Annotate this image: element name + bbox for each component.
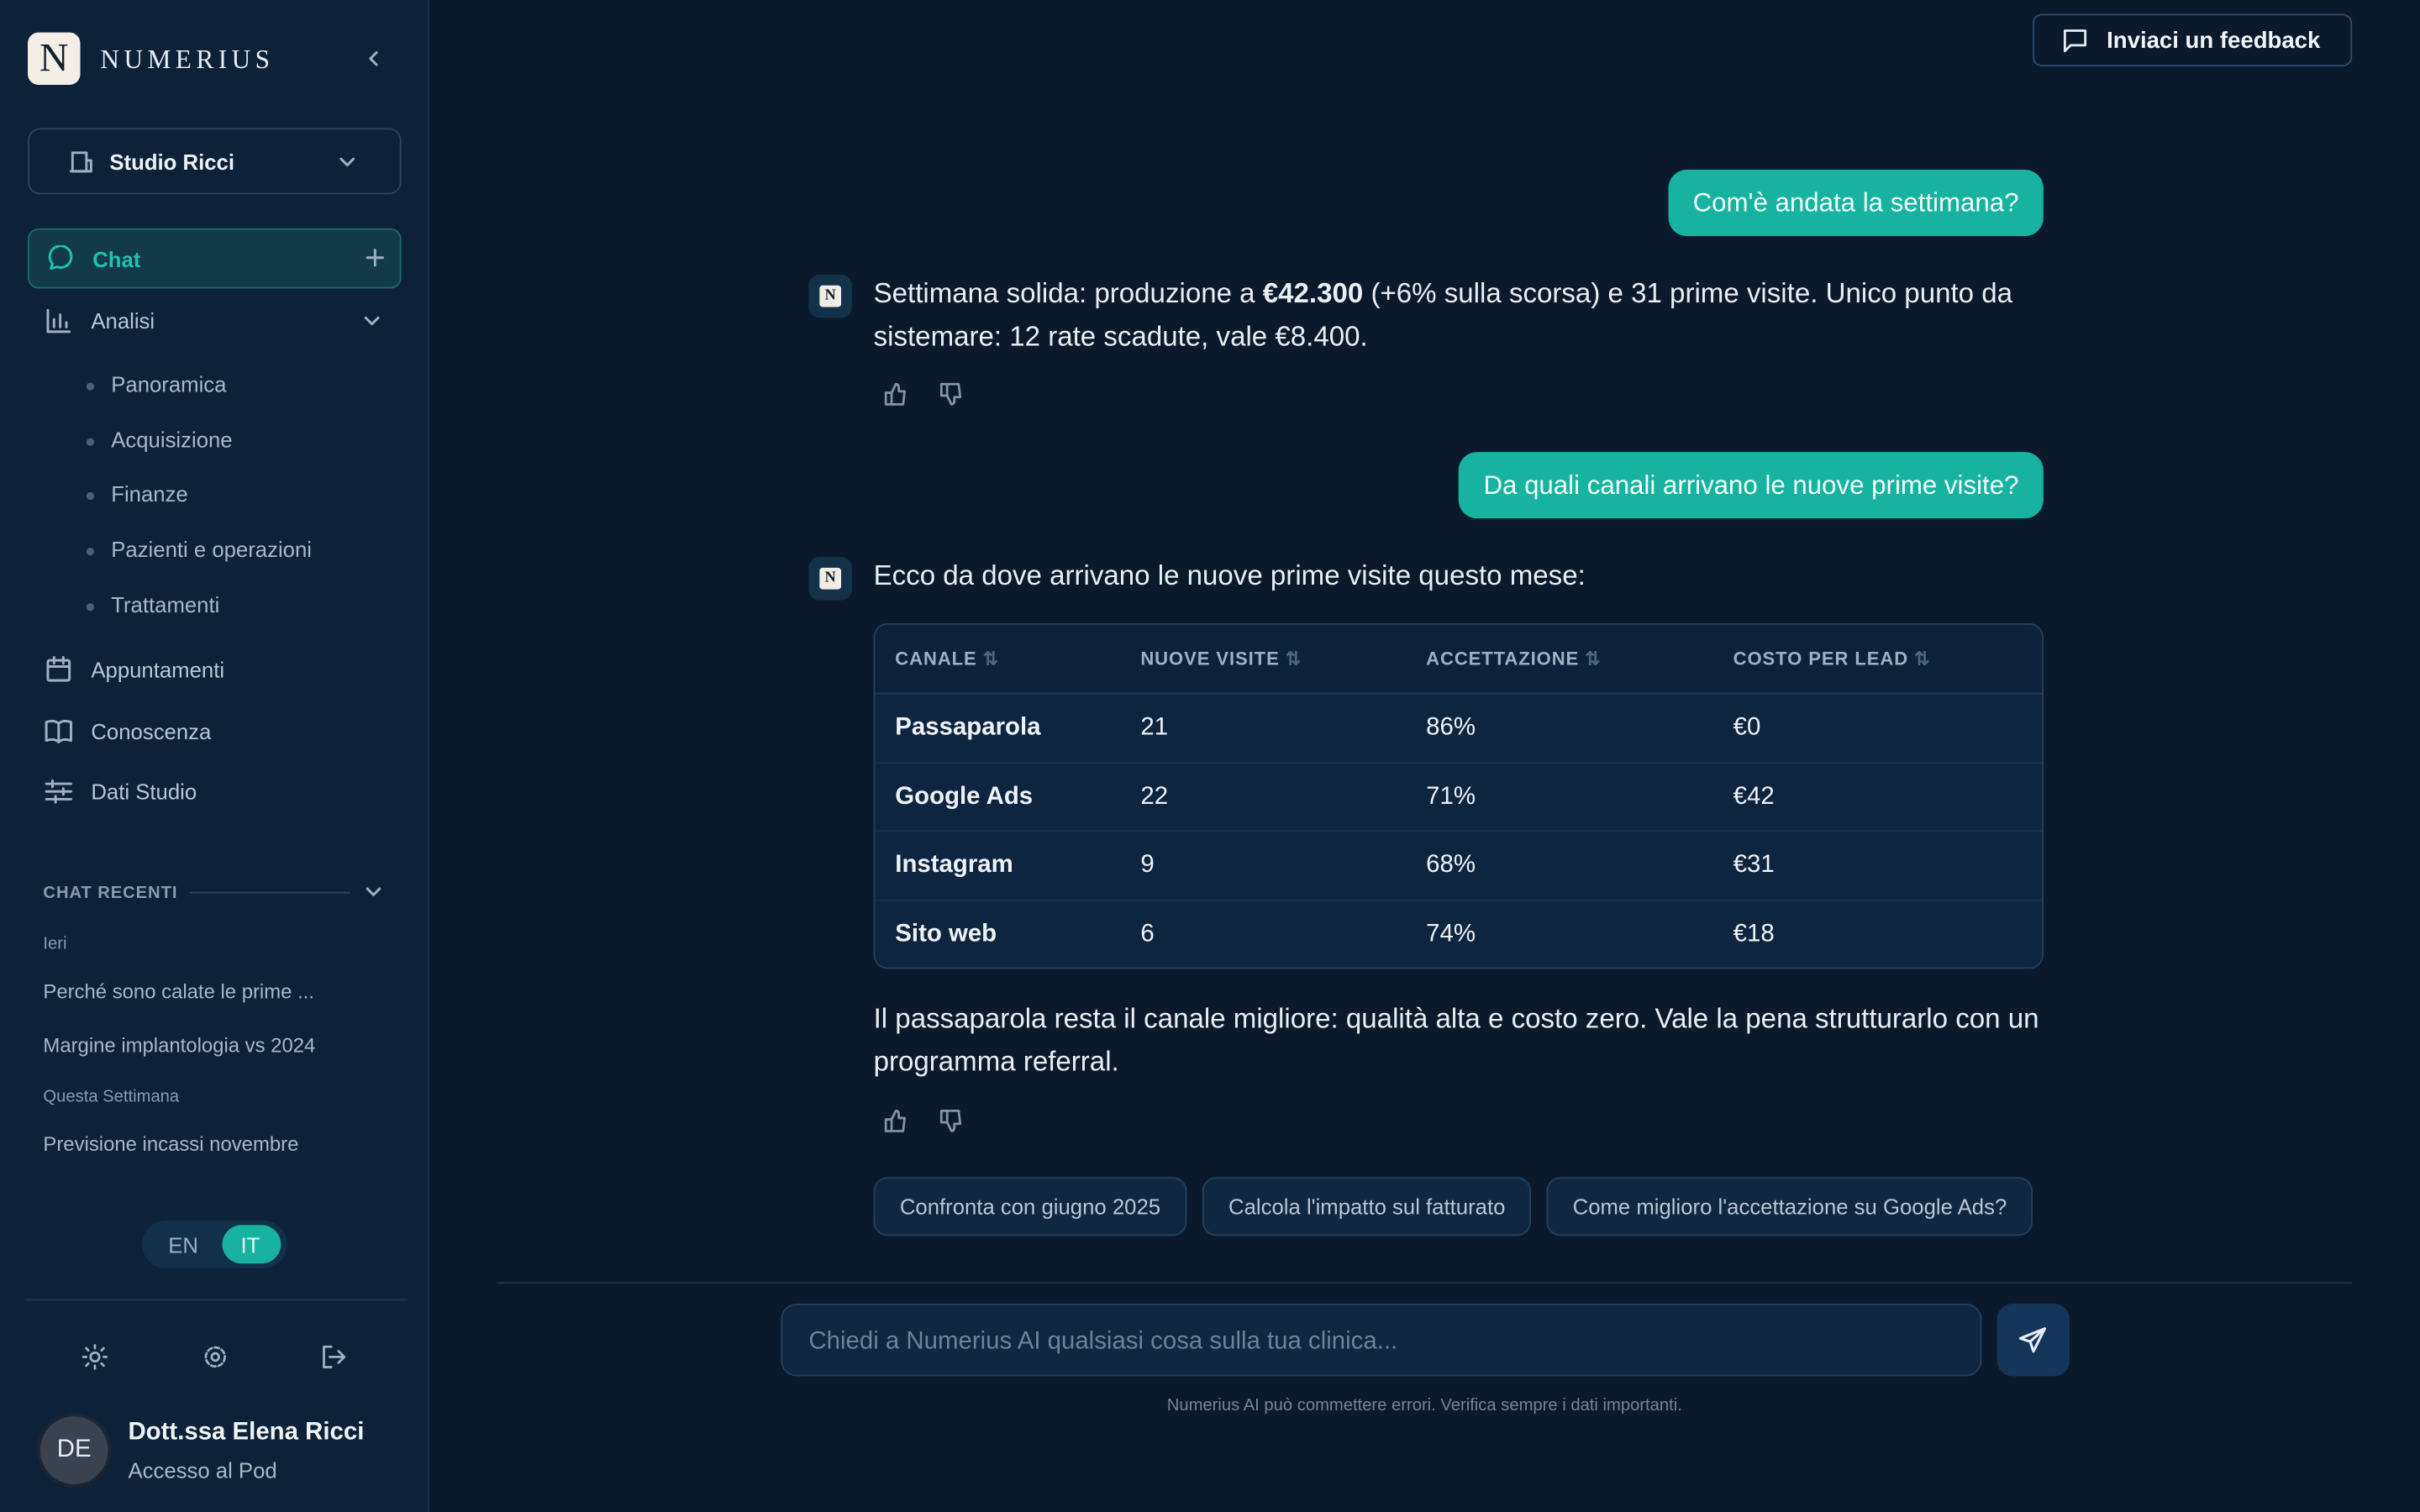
thumbs-down[interactable] — [939, 382, 964, 407]
assistant-message: Settimana solida: produzione a €42.300 (… — [874, 271, 2047, 358]
language-active — [222, 1225, 281, 1264]
section-title: CHAT RECENTI — [43, 884, 178, 903]
input-placeholder: Chiedi a Numerius AI qualsiasi cosa sull… — [808, 1328, 1398, 1355]
logo: N — [28, 32, 81, 86]
assistant-avatar: N — [808, 557, 852, 601]
sort-icon[interactable]: ⇅ — [976, 648, 1000, 670]
table-cell: 68% — [1426, 851, 1476, 879]
brand: NUMERIUS — [100, 45, 275, 75]
nav-subitem[interactable]: Pazienti e operazioni — [86, 537, 312, 562]
avatar: DE — [37, 1413, 112, 1488]
highlight: €42.300 — [1262, 277, 1364, 309]
logout-button[interactable] — [321, 1344, 347, 1370]
assistant-message: Ecco da dove arrivano le nuove prime vis… — [873, 559, 1586, 591]
table-cell: 86% — [1426, 714, 1476, 741]
suggestion-chip[interactable]: Confronta con giugno 2025 — [873, 1177, 1187, 1236]
text: (+6% sulla scorsa) e 31 prime visite. Un… — [873, 277, 2013, 352]
feedback-button[interactable]: Inviaci un feedback — [2032, 13, 2353, 66]
recent-chat[interactable]: Margine implantologia vs 2024 — [43, 1033, 316, 1058]
chat-input[interactable]: Chiedi a Numerius AI qualsiasi cosa sull… — [781, 1304, 1982, 1377]
table-cell: €42 — [1733, 783, 1775, 810]
column-header[interactable]: COSTO PER LEAD ⇅ — [1733, 648, 1931, 670]
sort-icon[interactable]: ⇅ — [1279, 648, 1302, 670]
table-cell: 22 — [1140, 783, 1169, 810]
user-role: Accesso al Pod — [128, 1457, 277, 1483]
sidebar: N NUMERIUS Studio Ricci Chat Analisi Pan… — [0, 0, 429, 1512]
nav-subitem[interactable]: Finanze — [86, 481, 188, 507]
table-cell: 71% — [1426, 783, 1476, 810]
workspace-select[interactable]: Studio Ricci — [28, 128, 402, 195]
column-header[interactable]: ACCETTAZIONE ⇅ — [1426, 648, 1602, 670]
nav-dati-studio[interactable]: Dati Studio — [91, 779, 197, 804]
table-cell: Sito web — [895, 920, 997, 947]
collapse-button[interactable] — [364, 50, 382, 68]
group-label: Questa Settimana — [43, 1087, 180, 1106]
row-divider — [875, 761, 2043, 764]
recent-chat[interactable]: Previsione incassi novembre — [43, 1132, 299, 1156]
column-header[interactable]: CANALE ⇅ — [895, 648, 1000, 670]
nav-analisi[interactable]: Analisi — [91, 308, 155, 333]
row-divider — [875, 830, 2043, 832]
recent-chat[interactable]: Perché sono calate le prime ... — [43, 979, 314, 1003]
sort-icon[interactable]: ⇅ — [1579, 648, 1602, 670]
table-cell: 74% — [1426, 920, 1476, 947]
table-cell: Instagram — [895, 851, 1013, 879]
table: CANALE ⇅ NUOVE VISITE ⇅ ACCETTAZIONE ⇅ COST… — [873, 623, 2044, 969]
send-button[interactable] — [1996, 1304, 2070, 1377]
workspace-name: Studio Ricci — [109, 150, 235, 175]
thumbs-up[interactable] — [884, 1109, 908, 1133]
nav-subitem[interactable]: Trattamenti — [86, 591, 220, 617]
language-option[interactable]: EN — [168, 1232, 198, 1257]
table-cell: Passaparola — [895, 714, 1041, 741]
table-cell: 6 — [1140, 920, 1155, 947]
nav-appuntamenti[interactable]: Appuntamenti — [91, 657, 225, 682]
divider — [497, 1282, 2353, 1284]
assistant-logo: N — [819, 567, 842, 590]
nav-subitem[interactable]: Acquisizione — [87, 427, 233, 452]
divider — [189, 891, 350, 894]
theme-button[interactable] — [82, 1344, 108, 1370]
language-option[interactable]: IT — [240, 1232, 260, 1257]
table-cell: €18 — [1733, 920, 1775, 947]
nav-conoscenza[interactable]: Conoscenza — [91, 718, 212, 744]
assistant-message: Il passaparola resta il canale migliore:… — [873, 1002, 2039, 1078]
suggestion-chip[interactable]: Come miglioro l'accettazione su Google A… — [1546, 1177, 2033, 1236]
user-name: Dott.ssa Elena Ricci — [128, 1419, 365, 1446]
nav-chat[interactable]: Chat — [28, 228, 402, 289]
user-message: Com'è andata la settimana? — [1668, 170, 2044, 237]
table-cell: 9 — [1140, 851, 1155, 879]
table-cell: 21 — [1140, 714, 1169, 741]
column-header[interactable]: NUOVE VISITE ⇅ — [1140, 648, 1302, 670]
user-message: Da quali canali arrivano le nuove prime … — [1459, 452, 2044, 519]
settings-button[interactable] — [203, 1344, 229, 1370]
suggestion-chip[interactable]: Calcola l'impatto sul fatturato — [1202, 1177, 1532, 1236]
assistant-logo: N — [819, 285, 842, 307]
table-cell: €31 — [1733, 851, 1775, 879]
table-header-bg — [875, 624, 2043, 695]
divider — [24, 1299, 408, 1301]
sort-icon[interactable]: ⇅ — [1908, 648, 1931, 670]
thumbs-up[interactable] — [884, 382, 908, 407]
nav-label: Chat — [92, 246, 141, 272]
row-divider — [875, 898, 2043, 900]
table-cell: Google Ads — [895, 783, 1034, 810]
thumbs-down[interactable] — [939, 1109, 964, 1133]
table-cell: €0 — [1733, 714, 1761, 741]
disclaimer: Numerius AI può commettere errori. Verif… — [1166, 1396, 1682, 1415]
language-toggle: EN IT — [141, 1220, 287, 1268]
assistant-avatar: N — [808, 274, 852, 318]
group-label: Ieri — [43, 935, 67, 954]
nav-subitem[interactable]: Panoramica — [86, 371, 227, 397]
text: Settimana solida: produzione a — [873, 277, 1263, 309]
feedback-label: Inviaci un feedback — [2107, 28, 2321, 55]
